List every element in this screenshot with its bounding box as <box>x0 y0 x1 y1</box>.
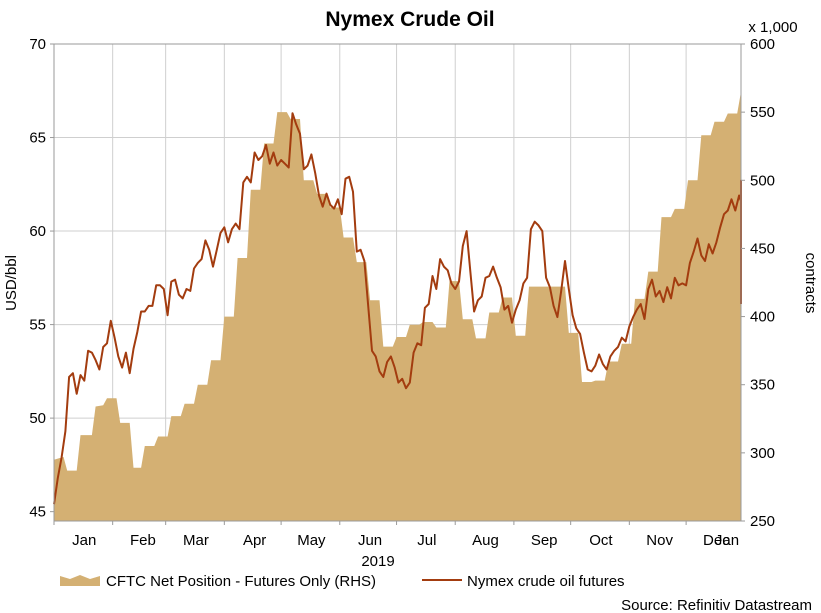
legend-label-nymex: Nymex crude oil futures <box>467 573 625 590</box>
right-axis: 250 300 350 400 450 500 550 600 <box>741 36 775 530</box>
x-tick-label-8: Sep <box>531 532 558 549</box>
y-tick-label-left-1: 50 <box>29 410 46 427</box>
y-tick-label-right-6: 550 <box>750 104 775 121</box>
y-tick-label-left-2: 55 <box>29 317 46 334</box>
x-tick-label-4: May <box>297 532 326 549</box>
y-tick-label-left-3: 60 <box>29 223 46 240</box>
area-series <box>54 91 741 521</box>
line-series <box>53 112 742 505</box>
x-tick-label-6: Jul <box>417 532 436 549</box>
right-axis-multiplier: x 1,000 <box>748 19 797 36</box>
nymex-crude-oil-line <box>53 112 742 505</box>
legend-swatch-area <box>60 575 100 586</box>
y-tick-label-left-4: 65 <box>29 130 46 147</box>
x-tick-label-3: Apr <box>243 532 266 549</box>
x-tick-label-10: Nov <box>646 532 673 549</box>
y-tick-label-right-4: 450 <box>750 240 775 257</box>
y-tick-label-right-2: 350 <box>750 377 775 394</box>
y-tick-label-right-5: 500 <box>750 172 775 189</box>
chart-title: Nymex Crude Oil <box>325 8 494 31</box>
x-tick-label-1: Feb <box>130 532 156 549</box>
plot-frame <box>53 43 742 522</box>
left-axis: 45 50 55 60 65 70 <box>29 36 54 521</box>
x-tick-label-5: Jun <box>358 532 382 549</box>
y-tick-label-right-1: 300 <box>750 445 775 462</box>
x-tick-label-2: Mar <box>183 532 209 549</box>
x-tick-label-11: Dec <box>703 532 730 549</box>
x-axis-label: 2019 <box>361 553 394 570</box>
y-tick-label-left-0: 45 <box>29 504 46 521</box>
x-tick-label-0: Jan <box>72 532 96 549</box>
x-tick-label-7: Aug <box>472 532 499 549</box>
source-note: Source: Refinitiv Datastream <box>621 597 812 613</box>
y-tick-label-left-5: 70 <box>29 36 46 53</box>
legend-label-cftc: CFTC Net Position - Futures Only (RHS) <box>106 573 376 590</box>
legend: CFTC Net Position - Futures Only (RHS) N… <box>60 573 625 590</box>
x-tick-label-12: Jan <box>715 532 739 549</box>
y-axis-label-right: contracts <box>802 253 819 314</box>
y-tick-label-right-3: 400 <box>750 309 775 326</box>
y-tick-label-right-7: 600 <box>750 36 775 53</box>
x-tick-label-9: Oct <box>589 532 613 549</box>
y-tick-label-right-0: 250 <box>750 513 775 530</box>
cftc-net-position-area <box>54 91 741 521</box>
y-axis-label-left: USD/bbl <box>3 255 20 311</box>
